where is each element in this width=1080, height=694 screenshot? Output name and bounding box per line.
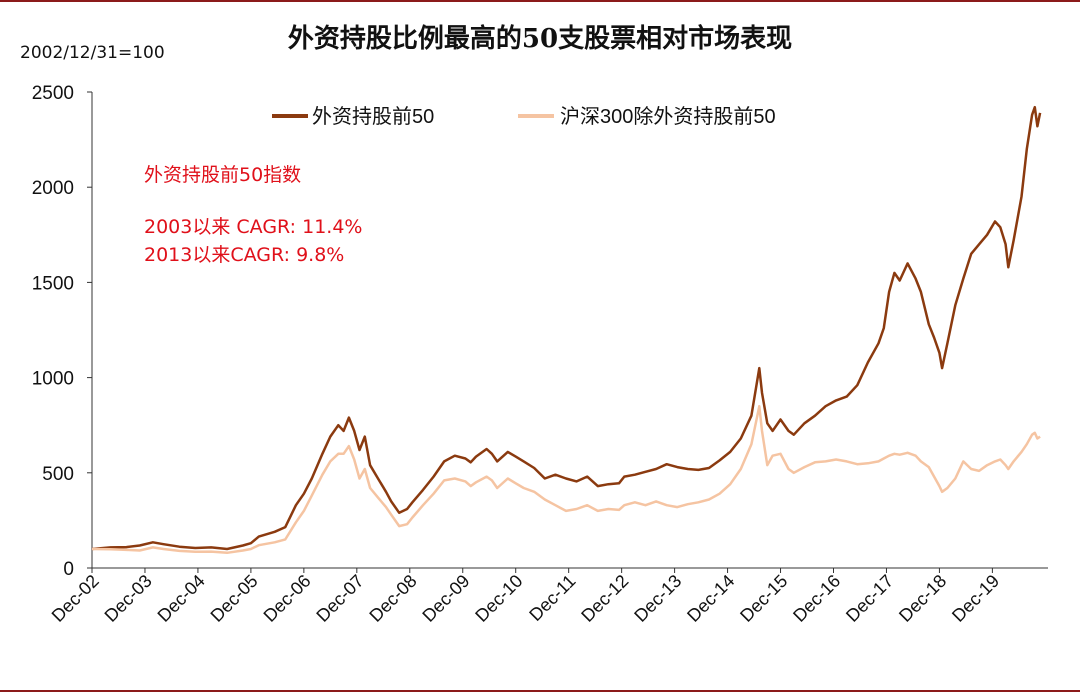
y-tick-label: 500 [42, 464, 74, 485]
x-tick-label: Dec-16 [789, 571, 844, 626]
y-tick-label: 2000 [32, 178, 74, 199]
x-tick-label: Dec-07 [312, 571, 367, 626]
annotation-title: 外资持股前50指数 [144, 164, 302, 186]
x-tick-label: Dec-17 [842, 571, 897, 626]
series-line-hs300-ex50 [91, 404, 1041, 555]
y-tick-label: 2500 [32, 83, 74, 104]
annotation-cagr-2003: 2003以来 CAGR: 11.4% [144, 216, 363, 238]
x-tick-label: Dec-13 [630, 571, 685, 626]
x-tick-label: Dec-09 [418, 571, 473, 626]
x-tick-label: Dec-19 [948, 571, 1003, 626]
x-tick-label: Dec-08 [365, 571, 420, 626]
legend-label-hs300-ex50: 沪深300除外资持股前50 [560, 105, 776, 128]
top-border [0, 0, 1080, 2]
x-tick-label: Dec-14 [683, 571, 738, 626]
y-tick-label: 0 [63, 559, 74, 580]
x-tick-label: Dec-18 [895, 571, 950, 626]
x-tick-label: Dec-10 [471, 571, 526, 626]
x-tick-label: Dec-11 [525, 571, 579, 625]
x-tick-label: Dec-12 [577, 571, 632, 626]
x-tick-label: Dec-03 [101, 571, 156, 626]
x-tick-label: Dec-05 [207, 571, 262, 626]
y-tick-label: 1000 [32, 369, 74, 390]
chart-title: 外资持股比例最高的50支股票相对市场表现 [287, 24, 793, 54]
y-tick-label: 1500 [32, 273, 74, 294]
base-note: 2002/12/31=100 [20, 43, 165, 63]
series-line-top50 [91, 105, 1042, 551]
x-tick-label: Dec-15 [736, 571, 791, 626]
annotation-cagr-2013: 2013以来CAGR: 9.8% [144, 244, 345, 266]
legend-label-top50: 外资持股前50 [312, 105, 434, 128]
x-tick-label: Dec-02 [48, 571, 103, 626]
x-tick-label: Dec-06 [260, 571, 315, 626]
bottom-border [0, 690, 1080, 692]
x-tick-label: Dec-04 [154, 571, 209, 626]
